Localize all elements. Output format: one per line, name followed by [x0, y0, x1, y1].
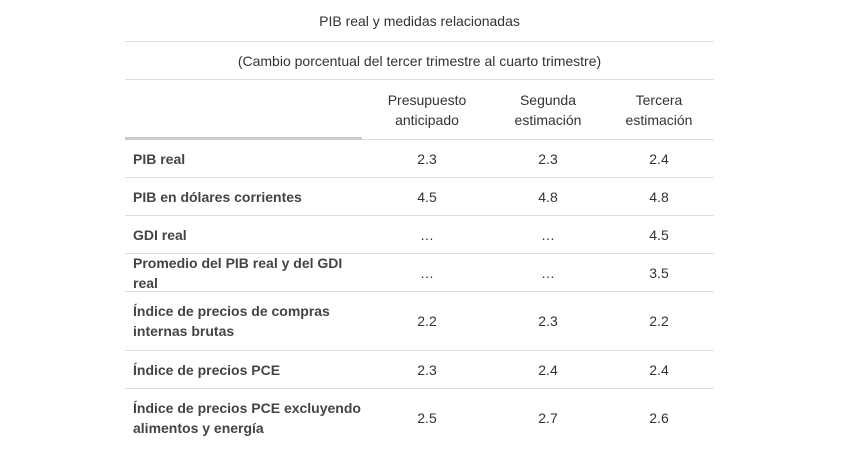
gdp-table: PIB real y medidas relacionadas (Cambio …: [125, 0, 714, 447]
table-title: PIB real y medidas relacionadas: [125, 0, 714, 42]
cell-advance: 2.3: [417, 150, 437, 167]
cell-second: 2.7: [538, 410, 558, 426]
cell-third: 2.4: [649, 150, 669, 167]
cell-advance: 2.3: [417, 361, 437, 378]
cell-third: 3.5: [649, 264, 669, 281]
table-row: PIB en dólares corrientes 4.5 4.8 4.8: [125, 178, 714, 216]
cell-second: 2.3: [538, 150, 558, 167]
row-label: Promedio del PIB real y del GDI real: [133, 254, 343, 291]
cell-third: 2.2: [649, 313, 669, 329]
column-header-advance: Presupuesto anticipado: [387, 91, 467, 128]
row-label: Índice de precios de compras internas br…: [133, 303, 330, 339]
cell-advance: …: [420, 264, 434, 281]
column-header-third: Tercera estimación: [625, 91, 693, 128]
header-blank-cell: [125, 80, 362, 140]
cell-advance: 2.2: [417, 313, 437, 329]
cell-advance: 4.5: [417, 188, 437, 205]
cell-second: …: [541, 226, 555, 243]
cell-advance: 2.5: [417, 410, 437, 426]
table-row: GDI real … … 4.5: [125, 216, 714, 254]
column-header-row: Presupuesto anticipado Segunda estimació…: [125, 80, 714, 140]
cell-advance: …: [420, 226, 434, 243]
table-row: Promedio del PIB real y del GDI real … ……: [125, 254, 714, 292]
cell-second: 4.8: [538, 188, 558, 205]
table-row: Índice de precios PCE excluyendo aliment…: [125, 389, 714, 447]
table-row: Índice de precios de compras internas br…: [125, 292, 714, 351]
cell-second: 2.4: [538, 361, 558, 378]
column-header-second: Segunda estimación: [514, 91, 582, 128]
cell-third: 2.4: [649, 361, 669, 378]
row-label: Índice de precios PCE excluyendo aliment…: [133, 400, 361, 436]
table-subtitle: (Cambio porcentual del tercer trimestre …: [125, 42, 714, 80]
row-label: GDI real: [133, 226, 187, 243]
cell-second: …: [541, 264, 555, 281]
cell-second: 2.3: [538, 313, 558, 329]
table-row: PIB real 2.3 2.3 2.4: [125, 140, 714, 178]
row-label: PIB en dólares corrientes: [133, 188, 302, 205]
table-row: Índice de precios PCE 2.3 2.4 2.4: [125, 351, 714, 389]
cell-third: 4.8: [649, 188, 669, 205]
row-label: Índice de precios PCE: [133, 361, 281, 378]
cell-third: 4.5: [649, 226, 669, 243]
cell-third: 2.6: [649, 410, 669, 426]
row-label: PIB real: [133, 150, 186, 167]
